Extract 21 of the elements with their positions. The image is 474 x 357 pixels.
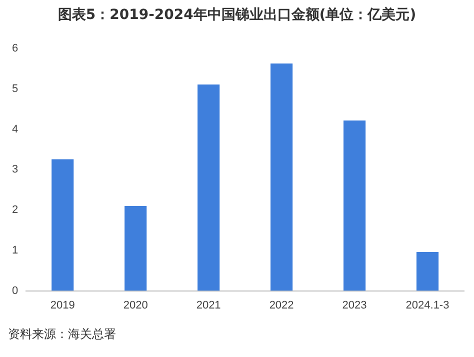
x-tick-label: 2019 (50, 299, 75, 312)
x-tick-label: 2022 (269, 299, 294, 312)
x-tick-label: 2023 (342, 299, 367, 312)
bar (343, 120, 366, 291)
y-tick-label: 6 (12, 42, 18, 55)
y-tick-label: 2 (12, 204, 18, 216)
bar (416, 252, 439, 291)
y-tick-label: 4 (12, 123, 18, 136)
bar (124, 206, 147, 291)
bar (52, 159, 74, 291)
bar (270, 64, 293, 291)
y-tick-label: 0 (12, 284, 18, 297)
x-tick-label: 2021 (196, 299, 221, 312)
x-tick-label: 2024.1-3 (406, 299, 450, 312)
chart-title: 图表5：2019-2024年中国锑业出口金额(单位：亿美元) (56, 6, 418, 24)
y-tick-label: 3 (12, 164, 18, 176)
x-tick-label: 2020 (123, 299, 148, 312)
bar (198, 84, 220, 291)
y-tick-label: 5 (12, 83, 18, 95)
text: 资料来源：海关总署 (8, 326, 116, 343)
y-tick-label: 1 (12, 244, 18, 256)
